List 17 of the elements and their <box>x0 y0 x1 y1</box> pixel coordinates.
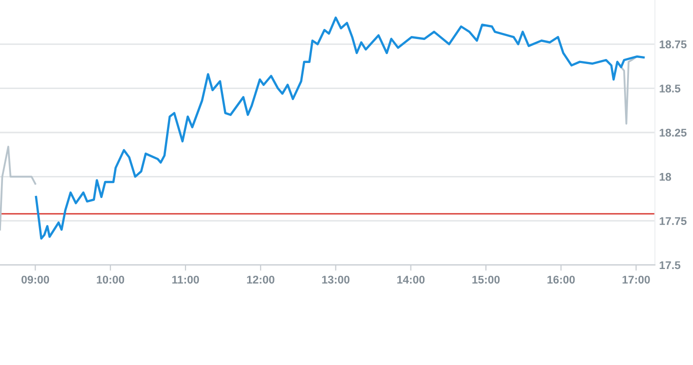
x-tick-label: 15:00 <box>472 276 500 284</box>
x-tick-label: 14:00 <box>397 276 425 284</box>
x-tick-label: 09:00 <box>22 276 50 284</box>
y-tick-label: 17.75 <box>660 217 687 225</box>
x-tick-label: 13:00 <box>322 276 350 284</box>
line-series <box>0 146 36 231</box>
y-tick-label: 18.25 <box>660 128 687 137</box>
y-tick-label: 18 <box>660 172 672 181</box>
x-tick-label: 17:00 <box>622 276 650 284</box>
x-tick-label: 10:00 <box>96 276 124 284</box>
y-tick-label: 18.5 <box>660 84 680 92</box>
x-tick-label: 16:00 <box>548 276 575 284</box>
line-series <box>34 16 645 240</box>
x-tick-label: 11:00 <box>172 276 199 284</box>
y-tick-label: 18.75 <box>660 40 687 48</box>
x-tick-label: 12:00 <box>247 276 274 284</box>
y-tick-label: 17.5 <box>660 261 680 270</box>
